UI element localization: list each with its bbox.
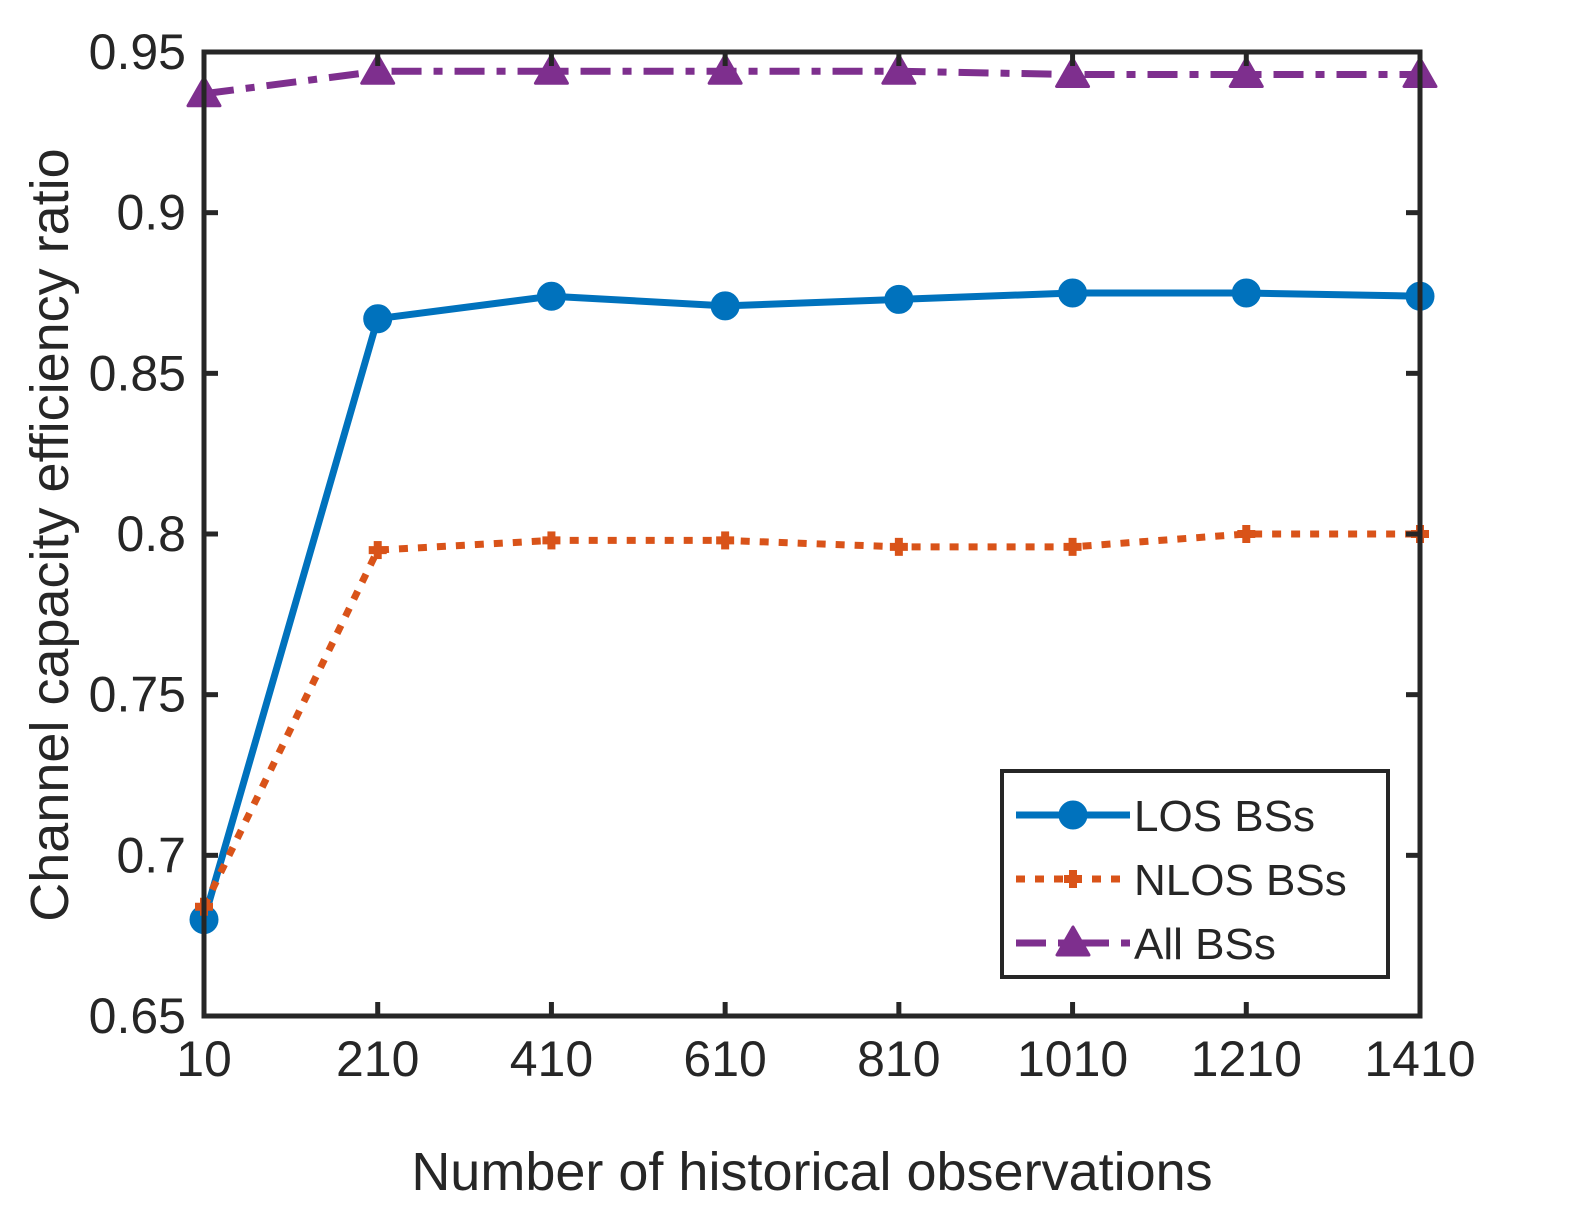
series-line-nlos-bss	[200, 530, 1420, 909]
legend: LOS BSs NLOS BSs All BSs	[1000, 769, 1390, 979]
x-tick-label: 1410	[1364, 1031, 1475, 1087]
data-point-nlos-bss	[1063, 537, 1082, 556]
series-layer	[186, 53, 1438, 935]
data-point-nlos-bss	[716, 531, 735, 550]
legend-marker	[1058, 800, 1088, 830]
x-tick-label: 410	[510, 1031, 593, 1087]
y-tick-label: 0.8	[116, 506, 186, 562]
legend-entry-nlos-bss: NLOS BSs	[1016, 856, 1347, 905]
x-tick-label: 810	[857, 1031, 940, 1087]
data-point-los-bss	[710, 291, 740, 321]
series-los-bss	[189, 278, 1435, 935]
data-point-los-bss	[1231, 278, 1261, 308]
legend-marker	[1055, 925, 1091, 957]
data-point-los-bss	[1058, 278, 1088, 308]
data-point-all-bss	[360, 53, 396, 85]
x-tick-label: 210	[336, 1031, 419, 1087]
data-point-nlos-bss	[1237, 525, 1256, 543]
data-point-los-bss	[884, 284, 914, 314]
legend-label: All BSs	[1134, 920, 1276, 969]
x-tick-label: 610	[683, 1031, 766, 1087]
y-tick-label: 0.75	[89, 667, 186, 723]
legend-marker	[1064, 870, 1082, 888]
y-tick-label: 0.9	[116, 185, 186, 241]
x-tick-label: 1010	[1017, 1031, 1128, 1087]
data-point-all-bss	[1228, 56, 1264, 88]
data-point-all-bss	[707, 53, 743, 85]
data-point-all-bss	[1055, 56, 1091, 88]
legend-label: NLOS BSs	[1134, 856, 1347, 905]
data-point-all-bss	[881, 53, 917, 85]
legend-entry-all-bss: All BSs	[1016, 920, 1276, 969]
y-axis-label: Channel capacity efficiency ratio	[20, 148, 80, 921]
data-point-all-bss	[533, 53, 569, 85]
legend-entry-los-bss: LOS BSs	[1016, 792, 1315, 841]
legend-label: LOS BSs	[1134, 792, 1315, 841]
axes-layer: 10 210 410 610 810 1010 1210 1410 0.65 0.7 0.75 0.8…	[89, 24, 1476, 1087]
x-tick-label: 1210	[1191, 1031, 1302, 1087]
data-point-los-bss	[536, 281, 566, 311]
data-point-nlos-bss	[542, 531, 561, 550]
data-point-nlos-bss	[889, 537, 908, 556]
x-axis-label: Number of historical observations	[411, 1142, 1212, 1202]
data-point-nlos-bss	[368, 541, 387, 560]
y-tick-label: 0.7	[116, 827, 186, 883]
series-line-all-bss	[203, 67, 1420, 98]
y-tick-label: 0.95	[89, 24, 186, 80]
data-point-los-bss	[363, 304, 393, 334]
y-tick-label: 0.85	[89, 345, 186, 401]
series-line-los-bss	[200, 289, 1421, 921]
x-tick-label: 10	[176, 1031, 232, 1087]
series-all-bss	[186, 53, 1438, 108]
y-tick-label: 0.65	[89, 988, 186, 1044]
